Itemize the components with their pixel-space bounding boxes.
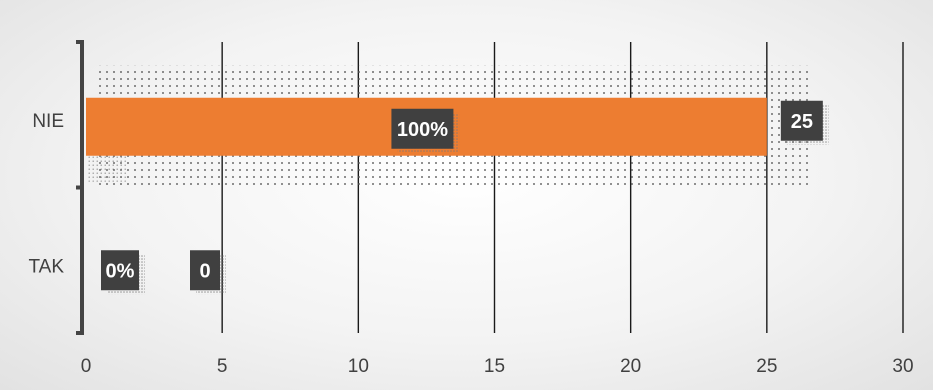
x-tick-label-20: 20 — [620, 356, 641, 377]
value-label-tak: 0 — [199, 260, 210, 282]
category-axis: 0 5 10 15 20 25 30 NIE TAK — [28, 40, 914, 377]
data-labels: 100% 25 0% 0 — [101, 100, 829, 295]
percent-label-box-tak — [101, 250, 139, 291]
value-label-box-nie — [780, 100, 823, 141]
x-tick-label-0: 0 — [81, 356, 92, 377]
percent-label-tak: 0% — [106, 260, 135, 282]
x-tick-label-25: 25 — [756, 356, 777, 377]
percent-label-box-nie — [391, 108, 454, 149]
x-tick-label-5: 5 — [217, 356, 228, 377]
value-label-box-tak — [190, 250, 220, 291]
category-label-tak: TAK — [28, 256, 64, 277]
x-tick-label-10: 10 — [348, 356, 369, 377]
x-tick-label-15: 15 — [484, 356, 505, 377]
x-tick-label-30: 30 — [892, 356, 913, 377]
percent-label-nie: 100% — [397, 119, 448, 141]
category-label-nie: NIE — [32, 111, 64, 132]
value-label-nie: 25 — [791, 111, 813, 133]
